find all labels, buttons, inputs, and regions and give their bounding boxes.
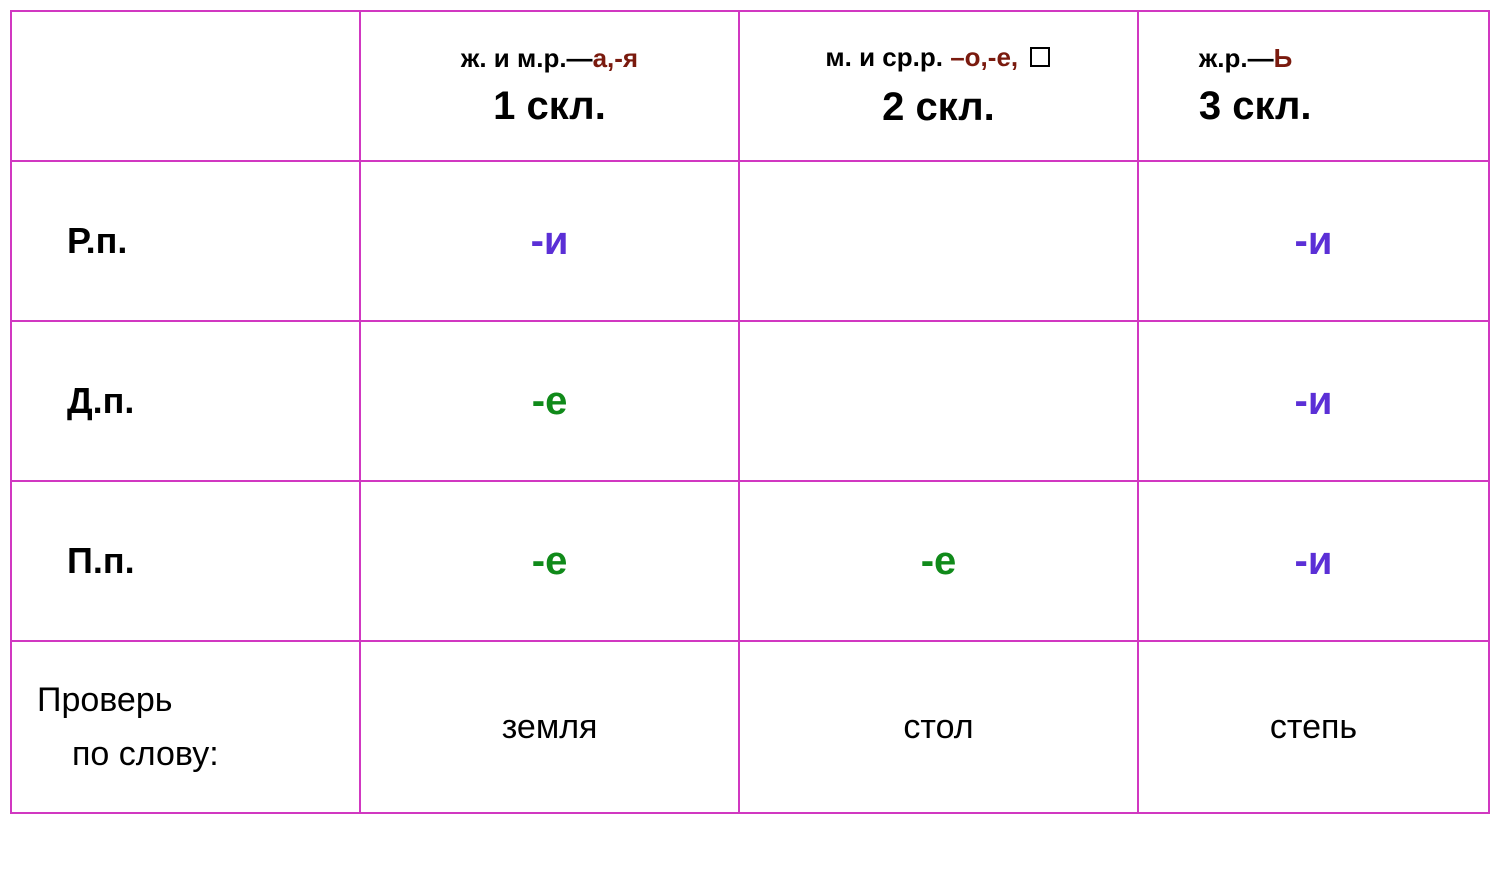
header-top-1: ж. и м.р.—а,-я <box>461 43 638 74</box>
footer-label: Проверь по слову: <box>37 673 219 782</box>
header-top-black-2: м. и ср.р. <box>825 42 950 72</box>
check-word-cell: степь <box>1139 642 1488 812</box>
header-cell-2skl: м. и ср.р. –о,-е, 2 скл. <box>740 12 1139 160</box>
ending-cell <box>740 322 1139 480</box>
check-word: степь <box>1270 708 1357 747</box>
footer-label-line1: Проверь <box>37 681 172 719</box>
header-row: ж. и м.р.—а,-я 1 скл. м. и ср.р. –о,-е, … <box>12 12 1488 162</box>
ending-value: -и <box>1295 379 1333 424</box>
header-bottom-2: 2 скл. <box>882 85 995 130</box>
table-row: П.п. -е -е -и <box>12 482 1488 642</box>
header-cell-empty <box>12 12 361 160</box>
ending-cell: -и <box>361 162 740 320</box>
ending-cell <box>740 162 1139 320</box>
table-row: Д.п. -е -и <box>12 322 1488 482</box>
ending-value: -и <box>531 219 569 264</box>
ending-cell: -е <box>361 322 740 480</box>
header-top-black-1: ж. и м.р.— <box>461 43 593 73</box>
ending-cell: -и <box>1139 322 1488 480</box>
case-label: П.п. <box>22 540 135 582</box>
case-label: Р.п. <box>22 220 127 262</box>
check-word: стол <box>903 708 973 747</box>
header-top-accent-2: –о,-е, <box>950 42 1018 72</box>
ending-value: -и <box>1295 219 1333 264</box>
ending-value: -е <box>532 379 568 424</box>
ending-cell: -и <box>1139 482 1488 640</box>
ending-value: -и <box>1295 539 1333 584</box>
check-word-cell: стол <box>740 642 1139 812</box>
check-word-cell: земля <box>361 642 740 812</box>
footer-row: Проверь по слову: земля стол степь <box>12 642 1488 812</box>
ending-value: -е <box>921 539 957 584</box>
header-top-3: ж.р.—Ь <box>1199 43 1292 74</box>
ending-cell: -е <box>361 482 740 640</box>
empty-ending-icon <box>1029 44 1051 75</box>
footer-label-line2: по слову: <box>37 727 219 781</box>
ending-cell: -и <box>1139 162 1488 320</box>
header-top-accent-1: а,-я <box>593 43 639 73</box>
ending-value: -е <box>532 539 568 584</box>
header-cell-1skl: ж. и м.р.—а,-я 1 скл. <box>361 12 740 160</box>
header-bottom-3: 3 скл. <box>1199 84 1312 129</box>
ending-cell: -е <box>740 482 1139 640</box>
header-top-black-3: ж.р.— <box>1199 43 1274 73</box>
case-label-cell: П.п. <box>12 482 361 640</box>
check-word: земля <box>502 708 598 747</box>
table-row: Р.п. -и -и <box>12 162 1488 322</box>
footer-label-cell: Проверь по слову: <box>12 642 361 812</box>
declension-table: ж. и м.р.—а,-я 1 скл. м. и ср.р. –о,-е, … <box>10 10 1490 814</box>
header-bottom-1: 1 скл. <box>493 84 606 129</box>
header-top-2: м. и ср.р. –о,-е, <box>825 42 1051 75</box>
case-label: Д.п. <box>22 380 134 422</box>
header-top-accent-3: Ь <box>1274 43 1293 73</box>
case-label-cell: Р.п. <box>12 162 361 320</box>
case-label-cell: Д.п. <box>12 322 361 480</box>
header-cell-3skl: ж.р.—Ь 3 скл. <box>1139 12 1488 160</box>
